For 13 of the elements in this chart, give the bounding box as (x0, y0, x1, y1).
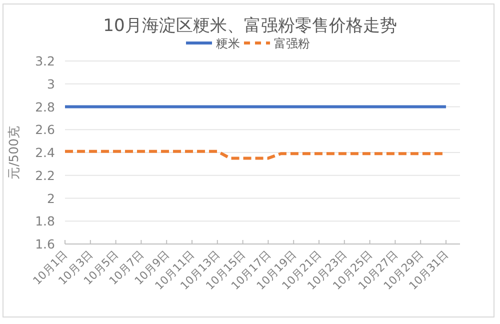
y-tick-label: 1.6 (35, 236, 56, 252)
y-tick-label: 2.4 (35, 145, 56, 160)
legend-label: 富强粉 (274, 36, 310, 50)
y-tick-label: 3 (47, 76, 55, 92)
chart-title: 10月海淀区粳米、富强粉零售价格走势 (103, 16, 397, 36)
y-tick-label: 2.2 (35, 168, 55, 183)
y-tick-label: 2 (47, 190, 55, 206)
y-tick-label: 3.2 (35, 54, 55, 68)
legend-label: 粳米 (216, 36, 240, 50)
y-tick-label: 2.8 (35, 99, 56, 114)
y-tick-label: 1.8 (35, 214, 56, 229)
y-axis-title: 元/500克 (6, 125, 21, 180)
y-tick-label: 2.6 (35, 122, 56, 138)
